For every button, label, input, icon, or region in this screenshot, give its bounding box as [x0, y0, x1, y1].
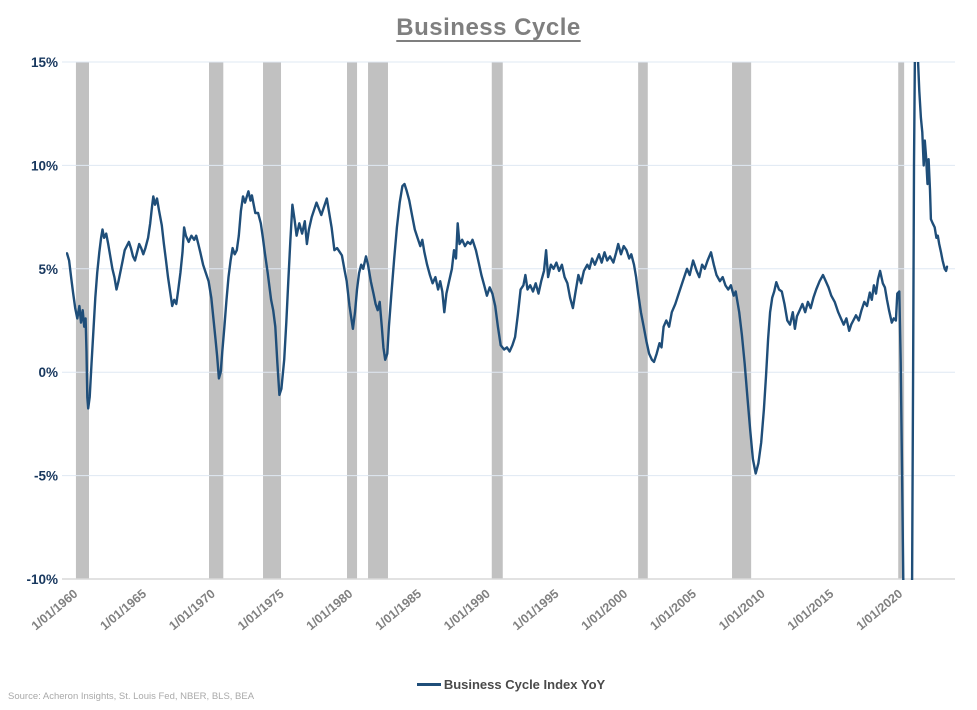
y-tick-label-15%: 15% [31, 55, 58, 70]
x-tick-label-1965: 1/01/1965 [98, 587, 150, 634]
x-tick-label-1990: 1/01/1990 [441, 587, 493, 634]
chart-legend: Business Cycle Index YoY [67, 677, 955, 692]
y-tick-label--5%: -5% [34, 469, 58, 484]
x-tick-label-2020: 1/01/2020 [854, 587, 906, 634]
y-tick-label--10%: -10% [26, 572, 58, 587]
y-tick-label-10%: 10% [31, 158, 58, 173]
x-tick-label-2010: 1/01/2010 [716, 587, 768, 634]
recession-band [208, 62, 224, 579]
x-tick-label-2015: 1/01/2015 [785, 587, 837, 634]
recession-band [732, 62, 752, 579]
series-line-business-cycle-index-yoy [66, 62, 949, 580]
chart-title: Business Cycle [396, 14, 581, 41]
y-tick-label-0%: 0% [38, 365, 58, 380]
x-tick-label-1995: 1/01/1995 [510, 587, 562, 634]
x-tick-label-2000: 1/01/2000 [579, 587, 631, 634]
legend-series-label: Business Cycle Index YoY [443, 677, 606, 692]
x-tick-label-1960: 1/01/1960 [29, 587, 81, 634]
x-tick-label-1975: 1/01/1975 [235, 587, 287, 634]
y-tick-label-5%: 5% [38, 262, 58, 277]
x-tick-label-1980: 1/01/1980 [304, 587, 356, 634]
source-note: Source: Acheron Insights, St. Louis Fed,… [8, 691, 255, 702]
recession-band [263, 62, 282, 579]
x-tick-label-2005: 1/01/2005 [647, 587, 699, 634]
recession-band [368, 62, 388, 579]
x-tick-label-1970: 1/01/1970 [166, 587, 218, 634]
legend-line-marker [416, 683, 441, 686]
recession-band [898, 62, 905, 579]
x-tick-label-1985: 1/01/1985 [373, 587, 425, 634]
